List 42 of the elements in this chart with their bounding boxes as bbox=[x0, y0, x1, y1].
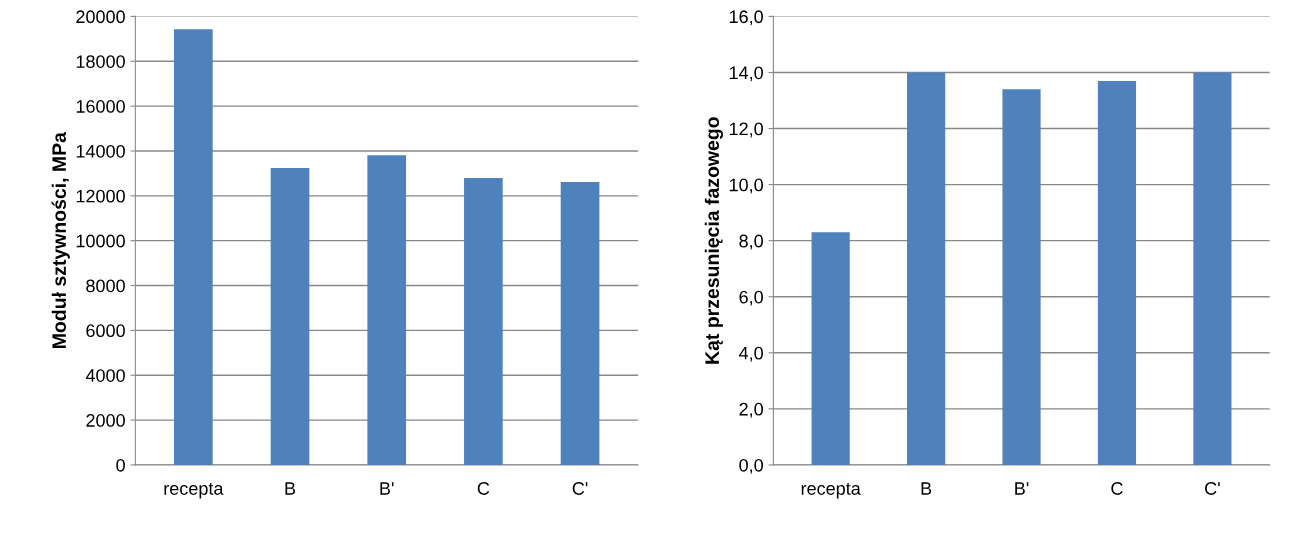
y-tick-label: 4000 bbox=[85, 369, 125, 382]
y-tick-label: 10,0 bbox=[729, 178, 763, 194]
x-tick-label: recepta bbox=[801, 483, 861, 499]
y-tick-label: 20000 bbox=[76, 10, 125, 24]
y-tick-label: 2,0 bbox=[739, 402, 763, 418]
y-tick-label: 16000 bbox=[76, 100, 125, 113]
x-tick-label: C bbox=[477, 482, 490, 495]
y-tick-label: 14000 bbox=[76, 144, 125, 158]
bar bbox=[560, 181, 600, 465]
x-tick-label: recepta bbox=[164, 483, 224, 499]
x-tick-label: B bbox=[921, 482, 932, 495]
y-tick-label: 0 bbox=[116, 458, 125, 472]
y-tick-label: 0,0 bbox=[739, 458, 763, 474]
y-tick-label: 14,0 bbox=[729, 66, 763, 82]
y-tick-label: 12,0 bbox=[729, 122, 763, 138]
bar bbox=[1193, 72, 1232, 465]
y-tick-label: 8000 bbox=[86, 279, 125, 293]
bar bbox=[367, 155, 407, 465]
bar bbox=[811, 232, 850, 465]
y-axis-title: Moduł sztywności, MPa bbox=[51, 131, 70, 348]
y-tick-label: 6000 bbox=[86, 324, 125, 338]
y-tick-label: 4,0 bbox=[739, 346, 763, 362]
x-tick-label: B' bbox=[1015, 482, 1029, 495]
y-tick-label: 6,0 bbox=[739, 290, 763, 306]
bar bbox=[174, 29, 213, 465]
x-tick-label: C bbox=[1111, 482, 1123, 495]
bar bbox=[1002, 89, 1041, 465]
x-tick-label: B' bbox=[380, 482, 394, 495]
bar bbox=[1097, 80, 1137, 465]
bar bbox=[270, 168, 310, 465]
y-tick-label: 2000 bbox=[86, 414, 125, 427]
y-tick-label: 16,0 bbox=[729, 10, 763, 26]
y-tick-label: 18000 bbox=[76, 55, 125, 68]
x-tick-label: C' bbox=[1205, 482, 1220, 495]
y-axis-title: Kąt przesunięcia fazowego bbox=[704, 117, 723, 364]
y-tick-label: 12000 bbox=[76, 189, 125, 203]
bar bbox=[907, 72, 946, 465]
x-tick-label: B bbox=[285, 482, 296, 495]
y-tick-label: 8,0 bbox=[739, 234, 763, 250]
bar bbox=[464, 178, 503, 465]
x-tick-label: C' bbox=[572, 482, 588, 495]
y-tick-label: 10000 bbox=[76, 234, 125, 248]
